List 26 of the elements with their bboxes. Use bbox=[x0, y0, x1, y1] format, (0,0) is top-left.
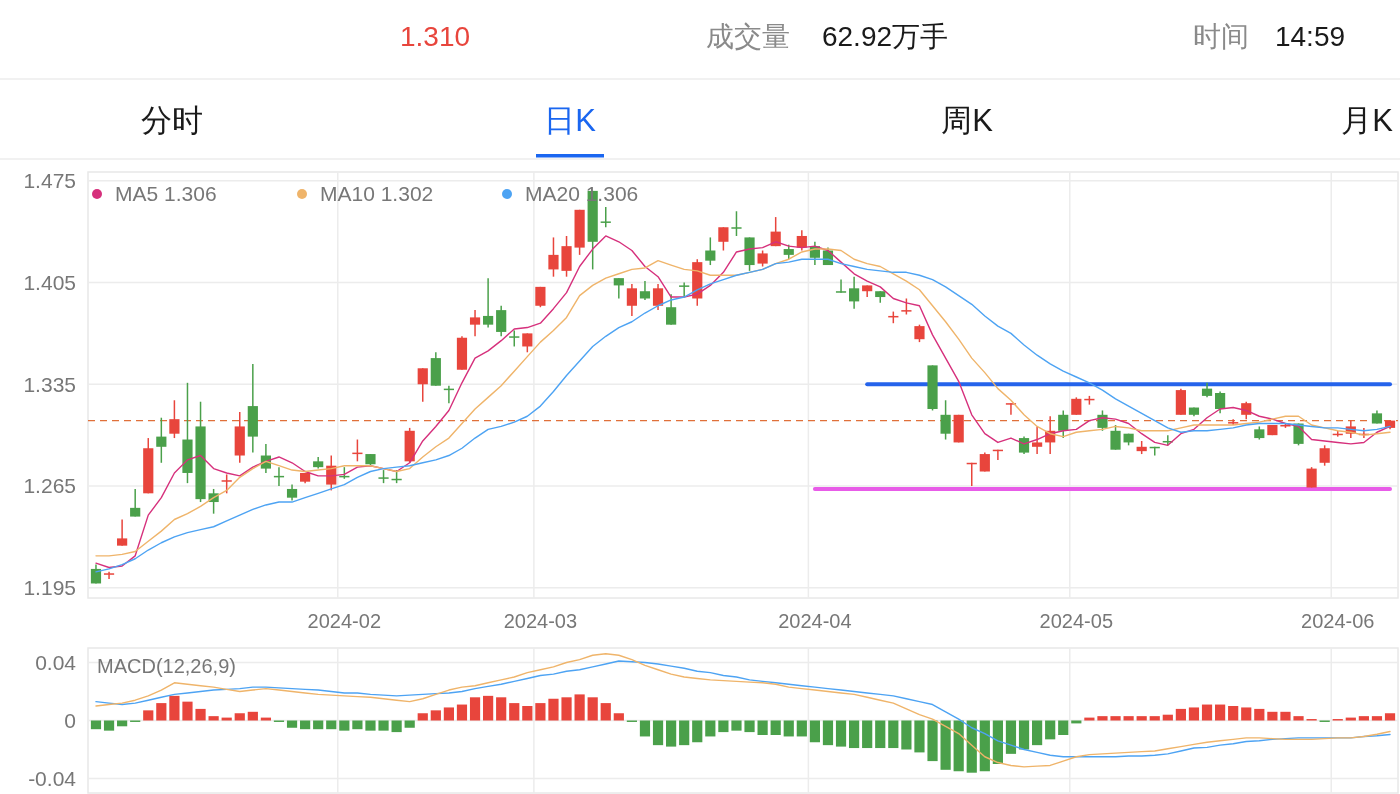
text: 成交量 bbox=[706, 21, 790, 52]
text: 1.310 bbox=[399, 21, 471, 52]
x-tick-label: 2024-06 bbox=[1301, 610, 1375, 632]
legend-label: MA10 1.302 bbox=[320, 182, 434, 206]
text: 时间 bbox=[1193, 21, 1249, 52]
x-tick-label: 2024-02 bbox=[307, 610, 382, 632]
x-tick-label: 2024-04 bbox=[778, 610, 852, 632]
text: 分时 bbox=[141, 103, 203, 138]
x-tick-label: 2024-05 bbox=[1039, 610, 1114, 632]
text: 日K bbox=[544, 103, 597, 138]
y-tick-label: 1.195 bbox=[23, 576, 76, 600]
chart-title: MACD(12,26,9) bbox=[97, 655, 236, 677]
x-tick-label: 2024-03 bbox=[503, 610, 578, 632]
y-tick-label: 1.475 bbox=[23, 169, 76, 193]
text: 62.92万手 bbox=[821, 21, 949, 52]
text: 周K bbox=[941, 103, 994, 138]
y-tick-label: 1.405 bbox=[23, 270, 76, 294]
legend-label: MA20 1.306 bbox=[525, 182, 639, 206]
text: 月K bbox=[1341, 103, 1394, 138]
text: 14:59 bbox=[1274, 21, 1346, 52]
y-tick-label: -0.04 bbox=[28, 766, 77, 790]
y-tick-label: 0.04 bbox=[35, 650, 77, 674]
y-tick-label: 1.265 bbox=[23, 474, 76, 498]
y-tick-label: 0 bbox=[64, 708, 76, 732]
y-tick-label: 1.335 bbox=[23, 372, 76, 396]
legend-label: MA5 1.306 bbox=[115, 182, 217, 206]
